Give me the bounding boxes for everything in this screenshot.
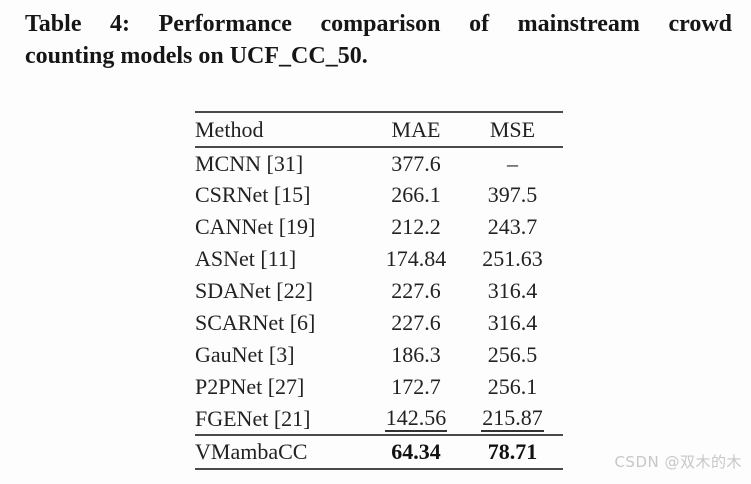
mae-cell: 172.7	[391, 374, 441, 399]
table-row: SDANet [22] 227.6 316.4	[195, 275, 563, 307]
method-cell: GauNet [3]	[195, 342, 295, 367]
method-cell: CSRNet [15]	[195, 182, 311, 207]
table-row: GauNet [3] 186.3 256.5	[195, 339, 563, 371]
method-cell: ASNet [11]	[195, 246, 297, 271]
table-row-second-best: FGENet [21] 142.56 215.87	[195, 403, 563, 435]
mae-cell: 227.6	[391, 310, 441, 335]
caption-line-1: Table 4: Performance comparison of mains…	[25, 11, 732, 37]
method-cell: CANNet [19]	[195, 214, 316, 239]
watermark: CSDN @双木的木	[614, 453, 742, 471]
mae-cell: 266.1	[391, 182, 441, 207]
column-header-method: Method	[195, 116, 264, 142]
mse-cell: 316.4	[487, 278, 538, 303]
underlined-value: 142.56	[384, 405, 448, 432]
table-row: MCNN [31] 377.6 –	[195, 147, 563, 179]
method-cell: VMambaCC	[195, 439, 308, 464]
mse-cell: 251.63	[482, 246, 543, 271]
mse-cell: –	[507, 150, 518, 176]
mae-cell: 64.34	[391, 439, 441, 464]
mse-cell: 316.4	[487, 310, 538, 335]
results-table: Method MAE MSE MCNN [31] 377.6 – CSRNet …	[195, 111, 563, 470]
mae-cell: 174.84	[385, 246, 447, 271]
mae-cell: 142.56	[370, 403, 462, 435]
method-cell: P2PNet [27]	[195, 374, 305, 399]
table-caption: Table 4: Performance comparison of mains…	[25, 8, 732, 72]
mse-cell: 256.1	[487, 374, 538, 399]
table-row-best: VMambaCC 64.34 78.71	[195, 435, 563, 469]
mae-cell: 186.3	[391, 342, 441, 367]
header-row: Method MAE MSE	[195, 112, 563, 147]
underlined-value: 215.87	[481, 405, 544, 432]
column-header-mae: MAE	[391, 116, 441, 142]
mse-cell: 243.7	[487, 214, 538, 239]
mae-cell: 377.6	[391, 150, 441, 176]
table-row: CANNet [19] 212.2 243.7	[195, 211, 563, 243]
mse-cell: 397.5	[487, 182, 538, 207]
column-header-mse: MSE	[489, 116, 536, 142]
method-cell: MCNN [31]	[195, 150, 304, 176]
caption-line-2: counting models on UCF_CC_50.	[25, 43, 368, 69]
table-row: CSRNet [15] 266.1 397.5	[195, 179, 563, 211]
method-cell: SDANet [22]	[195, 278, 313, 303]
mse-cell: 256.5	[487, 342, 538, 367]
mae-cell: 212.2	[391, 214, 441, 239]
method-cell: FGENet [21]	[195, 405, 311, 431]
table-row: P2PNet [27] 172.7 256.1	[195, 371, 563, 403]
mae-cell: 227.6	[391, 278, 441, 303]
mse-cell: 215.87	[462, 403, 563, 435]
method-cell: SCARNet [6]	[195, 310, 316, 335]
table-row: ASNet [11] 174.84 251.63	[195, 243, 563, 275]
table-row: SCARNet [6] 227.6 316.4	[195, 307, 563, 339]
mse-cell: 78.71	[487, 439, 538, 464]
